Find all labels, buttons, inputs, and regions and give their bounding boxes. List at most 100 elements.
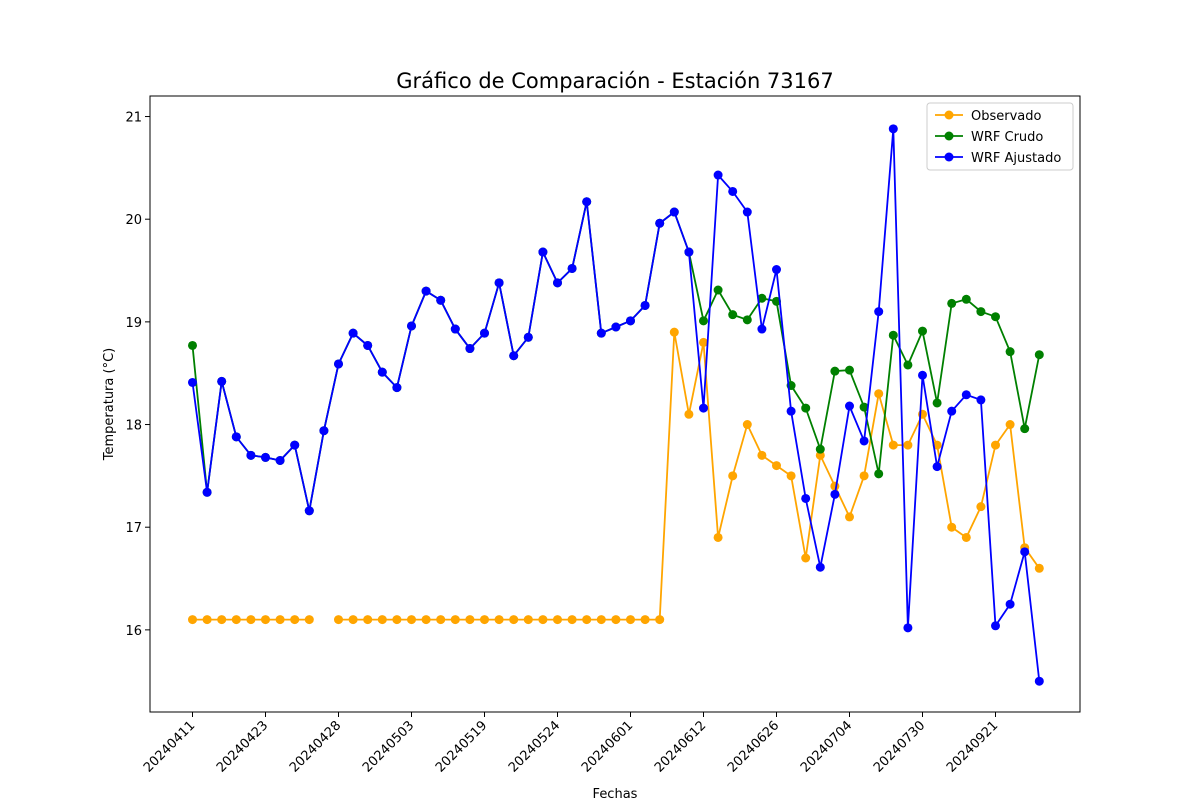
data-point (961, 294, 971, 304)
data-point (713, 285, 723, 295)
data-point (772, 461, 781, 471)
series-observado (188, 327, 1044, 625)
x-tick-label: 20240704 (798, 718, 855, 775)
data-point (859, 471, 869, 481)
x-tick-label: 20240601 (579, 718, 636, 775)
legend-marker (944, 152, 954, 162)
data-point (377, 367, 387, 377)
data-point (611, 615, 621, 625)
data-point (932, 398, 942, 408)
data-point (596, 615, 606, 625)
data-point (246, 450, 256, 460)
data-point (626, 615, 635, 625)
data-point (509, 615, 519, 625)
data-point (728, 471, 738, 481)
data-point (684, 247, 694, 257)
x-tick-label: 20240626 (725, 718, 782, 775)
data-point (772, 265, 781, 275)
x-tick-label: 20240503 (360, 718, 417, 775)
data-point (392, 615, 402, 625)
legend-label: WRF Ajustado (971, 151, 1061, 166)
x-tick-label: 20240612 (652, 718, 709, 775)
data-point (713, 170, 723, 180)
data-point (801, 553, 811, 563)
data-point (523, 615, 533, 625)
x-tick-label: 20240423 (214, 718, 271, 775)
data-point (436, 615, 446, 625)
data-point (567, 615, 577, 625)
data-point (436, 295, 446, 305)
data-point (684, 409, 694, 419)
data-point (334, 615, 343, 625)
x-tick-label: 20240411 (141, 718, 198, 775)
y-tick-label: 21 (125, 111, 142, 126)
data-point (757, 293, 767, 303)
x-tick-label: 20240730 (871, 718, 928, 775)
data-point (1005, 347, 1015, 357)
data-point (961, 390, 971, 400)
data-point (728, 186, 738, 196)
data-point (815, 450, 825, 460)
data-point (903, 360, 913, 370)
data-point (553, 615, 562, 625)
plot-area: 16 17 18 19 20 21 20240411 20240423 20240428 2024… (125, 111, 1044, 776)
data-point (1034, 563, 1044, 573)
data-point (494, 278, 504, 288)
data-point (976, 502, 986, 512)
y-tick-label: 16 (125, 624, 142, 639)
data-point (553, 278, 562, 288)
data-point (523, 332, 533, 342)
data-point (1034, 350, 1044, 360)
data-point (363, 615, 373, 625)
data-point (290, 615, 300, 625)
y-tick-label: 18 (125, 419, 142, 434)
data-point (334, 359, 343, 369)
y-tick-label: 19 (125, 316, 142, 331)
data-point (669, 327, 679, 337)
data-point (480, 615, 489, 625)
data-point (348, 615, 358, 625)
data-point (801, 403, 811, 413)
data-point (1005, 599, 1015, 609)
y-tick-label: 17 (125, 521, 142, 536)
plot-frame (149, 95, 1081, 713)
data-point (626, 316, 635, 326)
data-point (538, 615, 548, 625)
data-point (830, 366, 840, 376)
data-point (888, 440, 898, 450)
data-point (377, 615, 387, 625)
data-point (538, 247, 548, 257)
x-tick-label: 20240519 (433, 718, 490, 775)
data-point (655, 218, 665, 228)
data-point (859, 402, 869, 412)
data-point (903, 623, 913, 633)
data-point (596, 328, 606, 338)
x-axis-label: Fechas (593, 787, 638, 800)
data-point (290, 440, 300, 450)
data-point (640, 615, 650, 625)
data-point (217, 376, 227, 386)
data-point (1005, 420, 1015, 430)
data-point (961, 532, 971, 542)
data-point (275, 455, 285, 465)
data-point (815, 444, 825, 454)
x-tick-label: 20240428 (287, 718, 344, 775)
data-point (757, 450, 767, 460)
data-point (918, 370, 927, 380)
data-point (845, 512, 854, 522)
data-point (742, 420, 752, 430)
data-point (1034, 676, 1044, 686)
legend-marker (944, 131, 954, 141)
data-point (407, 321, 416, 331)
data-point (859, 436, 869, 446)
series-line (338, 331, 1041, 621)
data-point (188, 340, 197, 350)
data-point (874, 307, 884, 317)
data-point (845, 401, 854, 411)
data-point (655, 615, 665, 625)
data-point (188, 615, 197, 625)
data-point (188, 377, 197, 387)
data-point (991, 312, 1000, 322)
data-point (567, 263, 577, 273)
data-point (888, 330, 898, 340)
